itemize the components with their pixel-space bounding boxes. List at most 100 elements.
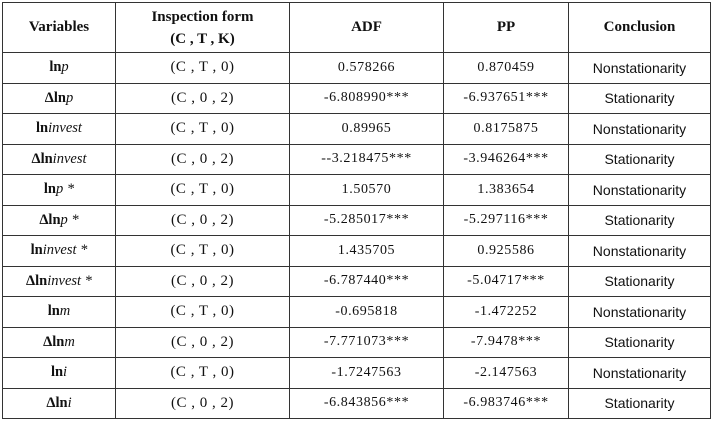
variable-prefix: Δln [26, 272, 48, 289]
variable-prefix: Δln [39, 211, 61, 228]
header-conclusion: Conclusion [568, 2, 711, 53]
variable-symbol: p * [60, 211, 79, 228]
pp-cell: 0.925586 [443, 235, 569, 267]
variable-symbol: p * [55, 181, 75, 198]
conclusion-cell: Nonstationarity [568, 113, 711, 145]
variable-cell: lnm [2, 296, 116, 328]
conclusion-cell: Stationarity [568, 143, 711, 175]
pp-cell: -3.946264*** [443, 143, 569, 175]
inspection-form-cell: (C , 0 , 2) [115, 143, 290, 175]
variable-prefix: ln [50, 364, 64, 381]
variable-symbol: invest [48, 120, 82, 137]
variable-symbol: p [65, 89, 74, 106]
table-row: lni (C , T , 0) -1.7247563 -2.147563 Non… [2, 357, 711, 389]
variable-symbol: m [64, 333, 75, 350]
pp-cell: -6.983746*** [443, 387, 569, 419]
pp-cell: -1.472252 [443, 296, 569, 328]
inspection-form-cell: (C , T , 0) [115, 174, 290, 206]
variable-prefix: ln [43, 181, 56, 198]
inspection-form-cell: (C , T , 0) [115, 235, 290, 267]
conclusion-cell: Stationarity [568, 326, 711, 358]
pp-cell: 0.870459 [443, 52, 569, 84]
table-row: Δlninvest * (C , 0 , 2) -6.787440*** -5.… [2, 265, 711, 297]
pp-cell: 0.8175875 [443, 113, 569, 145]
pp-cell: -2.147563 [443, 357, 569, 389]
inspection-form-cell: (C , T , 0) [115, 296, 290, 328]
unit-root-test-table: Variables Inspection form (C , T , K) AD… [2, 2, 711, 419]
variable-symbol: invest [52, 150, 87, 167]
table-row: Δlninvest (C , 0 , 2) --3.218475*** -3.9… [2, 143, 711, 175]
inspection-form-cell: (C , 0 , 2) [115, 82, 290, 114]
variable-cell: lnp * [2, 174, 116, 206]
variable-cell: Δlnm [2, 326, 116, 358]
variable-prefix: Δln [43, 333, 65, 350]
adf-cell: 1.435705 [289, 235, 444, 267]
pp-cell: -6.937651*** [443, 82, 569, 114]
inspection-form-cell: (C , 0 , 2) [115, 204, 290, 236]
adf-cell: 0.578266 [289, 52, 444, 84]
variable-prefix: ln [30, 242, 43, 259]
header-row: Variables Inspection form (C , T , K) AD… [2, 2, 711, 53]
conclusion-cell: Nonstationarity [568, 296, 711, 328]
variable-symbol: p [61, 59, 69, 76]
variable-cell: Δlninvest * [2, 265, 116, 297]
table-row: lninvest (C , T , 0) 0.89965 0.8175875 N… [2, 113, 711, 145]
variable-symbol: m [59, 303, 71, 320]
table-row: Δlnm (C , 0 , 2) -7.771073*** -7.9478***… [2, 326, 711, 358]
adf-cell: -5.285017*** [289, 204, 444, 236]
variable-prefix: ln [36, 120, 49, 137]
variable-cell: lnp [2, 52, 116, 84]
adf-cell: -7.771073*** [289, 326, 444, 358]
adf-cell: --3.218475*** [289, 143, 444, 175]
table-row: lnp * (C , T , 0) 1.50570 1.383654 Nonst… [2, 174, 711, 206]
pp-cell: -5.04717*** [443, 265, 569, 297]
inspection-form-cell: (C , 0 , 2) [115, 387, 290, 419]
variable-cell: lni [2, 357, 116, 389]
adf-cell: -0.695818 [289, 296, 444, 328]
variable-cell: lninvest [2, 113, 116, 145]
variable-prefix: Δln [46, 394, 68, 411]
header-adf: ADF [289, 2, 444, 53]
conclusion-cell: Nonstationarity [568, 357, 711, 389]
adf-cell: -6.843856*** [289, 387, 444, 419]
conclusion-cell: Nonstationarity [568, 235, 711, 267]
variable-symbol: i [63, 364, 68, 381]
table-row: lnm (C , T , 0) -0.695818 -1.472252 Nons… [2, 296, 711, 328]
conclusion-cell: Stationarity [568, 387, 711, 419]
inspection-form-cell: (C , T , 0) [115, 113, 290, 145]
variable-symbol: invest * [42, 242, 88, 259]
variable-prefix: Δln [44, 89, 66, 106]
variable-cell: Δlninvest [2, 143, 116, 175]
inspection-form-cell: (C , 0 , 2) [115, 326, 290, 358]
variable-cell: lninvest * [2, 235, 116, 267]
inspection-form-cell: (C , T , 0) [115, 52, 290, 84]
table-row: Δlnp * (C , 0 , 2) -5.285017*** -5.29711… [2, 204, 711, 236]
conclusion-cell: Nonstationarity [568, 174, 711, 206]
adf-cell: -6.808990*** [289, 82, 444, 114]
variable-cell: Δlnp * [2, 204, 116, 236]
inspection-form-cell: (C , 0 , 2) [115, 265, 290, 297]
variable-cell: Δlni [2, 387, 116, 419]
inspection-form-cell: (C , T , 0) [115, 357, 290, 389]
table-row: lnp (C , T , 0) 0.578266 0.870459 Nonsta… [2, 52, 711, 84]
variable-prefix: Δln [31, 150, 53, 167]
header-inspection-form-title: Inspection form [151, 8, 254, 25]
conclusion-cell: Stationarity [568, 82, 711, 114]
conclusion-cell: Stationarity [568, 204, 711, 236]
variable-cell: Δlnp [2, 82, 116, 114]
adf-cell: 1.50570 [289, 174, 444, 206]
variable-symbol: invest * [47, 272, 92, 289]
table-row: Δlnp (C , 0 , 2) -6.808990*** -6.937651*… [2, 82, 711, 114]
header-pp: PP [443, 2, 569, 53]
conclusion-cell: Nonstationarity [568, 52, 711, 84]
header-variables: Variables [2, 2, 116, 53]
pp-cell: -7.9478*** [443, 326, 569, 358]
header-inspection-form: Inspection form (C , T , K) [115, 2, 290, 53]
pp-cell: -5.297116*** [443, 204, 569, 236]
header-inspection-form-params: (C , T , K) [170, 30, 235, 47]
pp-cell: 1.383654 [443, 174, 569, 206]
conclusion-cell: Stationarity [568, 265, 711, 297]
variable-symbol: i [67, 394, 72, 411]
adf-cell: -6.787440*** [289, 265, 444, 297]
table-row: lninvest * (C , T , 0) 1.435705 0.925586… [2, 235, 711, 267]
